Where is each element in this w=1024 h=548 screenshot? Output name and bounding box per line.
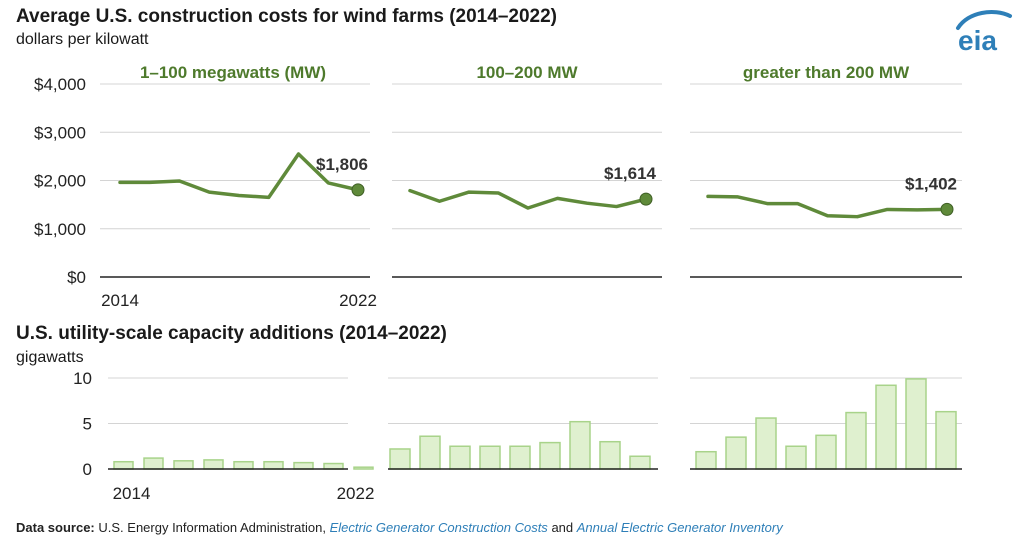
- y-tick-label: 10: [73, 369, 92, 388]
- y-tick-label: $3,000: [34, 123, 86, 142]
- bar: [725, 436, 747, 470]
- series-line: [706, 194, 949, 219]
- bar: [629, 455, 651, 470]
- y-tick-label: 5: [83, 415, 92, 434]
- bar: [569, 420, 591, 470]
- logo-swoosh: [956, 10, 1012, 30]
- bar: [173, 460, 194, 470]
- panel-title: 100–200 MW: [476, 63, 578, 82]
- bar: [389, 448, 411, 470]
- series-line: [408, 188, 648, 210]
- bar: [113, 460, 134, 470]
- end-point-marker: [639, 192, 653, 206]
- end-value-label: $1,402: [905, 174, 957, 193]
- bar: [479, 445, 501, 470]
- bar: [599, 440, 621, 470]
- eia-logo: eia: [956, 10, 1012, 56]
- y-tick-label: $2,000: [34, 172, 86, 191]
- bar: [263, 460, 284, 470]
- bar: [755, 417, 777, 470]
- bar: [509, 445, 531, 470]
- chart-subtitle-units: dollars per kilowatt: [16, 31, 149, 48]
- y-tick-label: $4,000: [34, 75, 86, 94]
- bar: [323, 462, 344, 470]
- source-link-construction-costs[interactable]: Electric Generator Construction Costs: [329, 520, 548, 535]
- bar: [449, 445, 471, 470]
- bar: [419, 435, 441, 470]
- bar: [815, 434, 837, 470]
- y-tick-label: $0: [67, 268, 86, 287]
- source-text-1: U.S. Energy Information Administration,: [98, 520, 326, 535]
- end-point-marker: [351, 183, 365, 197]
- bar: [935, 410, 957, 470]
- bar: [905, 378, 927, 470]
- x-tick-label: 2014: [101, 291, 139, 310]
- series-line: [118, 152, 360, 200]
- bar: [875, 384, 897, 470]
- chart-title: Average U.S. construction costs for wind…: [16, 6, 557, 27]
- source-label: Data source:: [16, 520, 95, 535]
- capacity-chart-title: U.S. utility-scale capacity additions (2…: [16, 323, 447, 344]
- bar: [539, 441, 561, 470]
- y-tick-label: $1,000: [34, 220, 86, 239]
- bar: [845, 411, 867, 470]
- capacity-chart-units: gigawatts: [16, 349, 84, 366]
- bar: [143, 457, 164, 470]
- bar: [293, 461, 314, 470]
- bar: [353, 466, 374, 470]
- bar: [233, 460, 254, 470]
- y-tick-label: 0: [83, 460, 92, 479]
- data-source-note: Data source: U.S. Energy Information Adm…: [16, 520, 783, 535]
- bar: [785, 445, 807, 470]
- end-point-marker: [940, 202, 954, 216]
- x-tick-label: 2014: [113, 484, 151, 503]
- x-tick-label: 2022: [339, 291, 377, 310]
- source-link-generator-inventory[interactable]: Annual Electric Generator Inventory: [576, 520, 783, 535]
- bar: [203, 459, 224, 470]
- panel-title: greater than 200 MW: [743, 63, 910, 82]
- logo-text: eia: [958, 25, 997, 56]
- end-value-label: $1,806: [316, 155, 368, 174]
- bar: [695, 450, 717, 470]
- end-value-label: $1,614: [604, 164, 657, 183]
- source-text-2: and: [551, 520, 574, 535]
- x-tick-label: 2022: [337, 484, 375, 503]
- panel-title: 1–100 megawatts (MW): [140, 63, 326, 82]
